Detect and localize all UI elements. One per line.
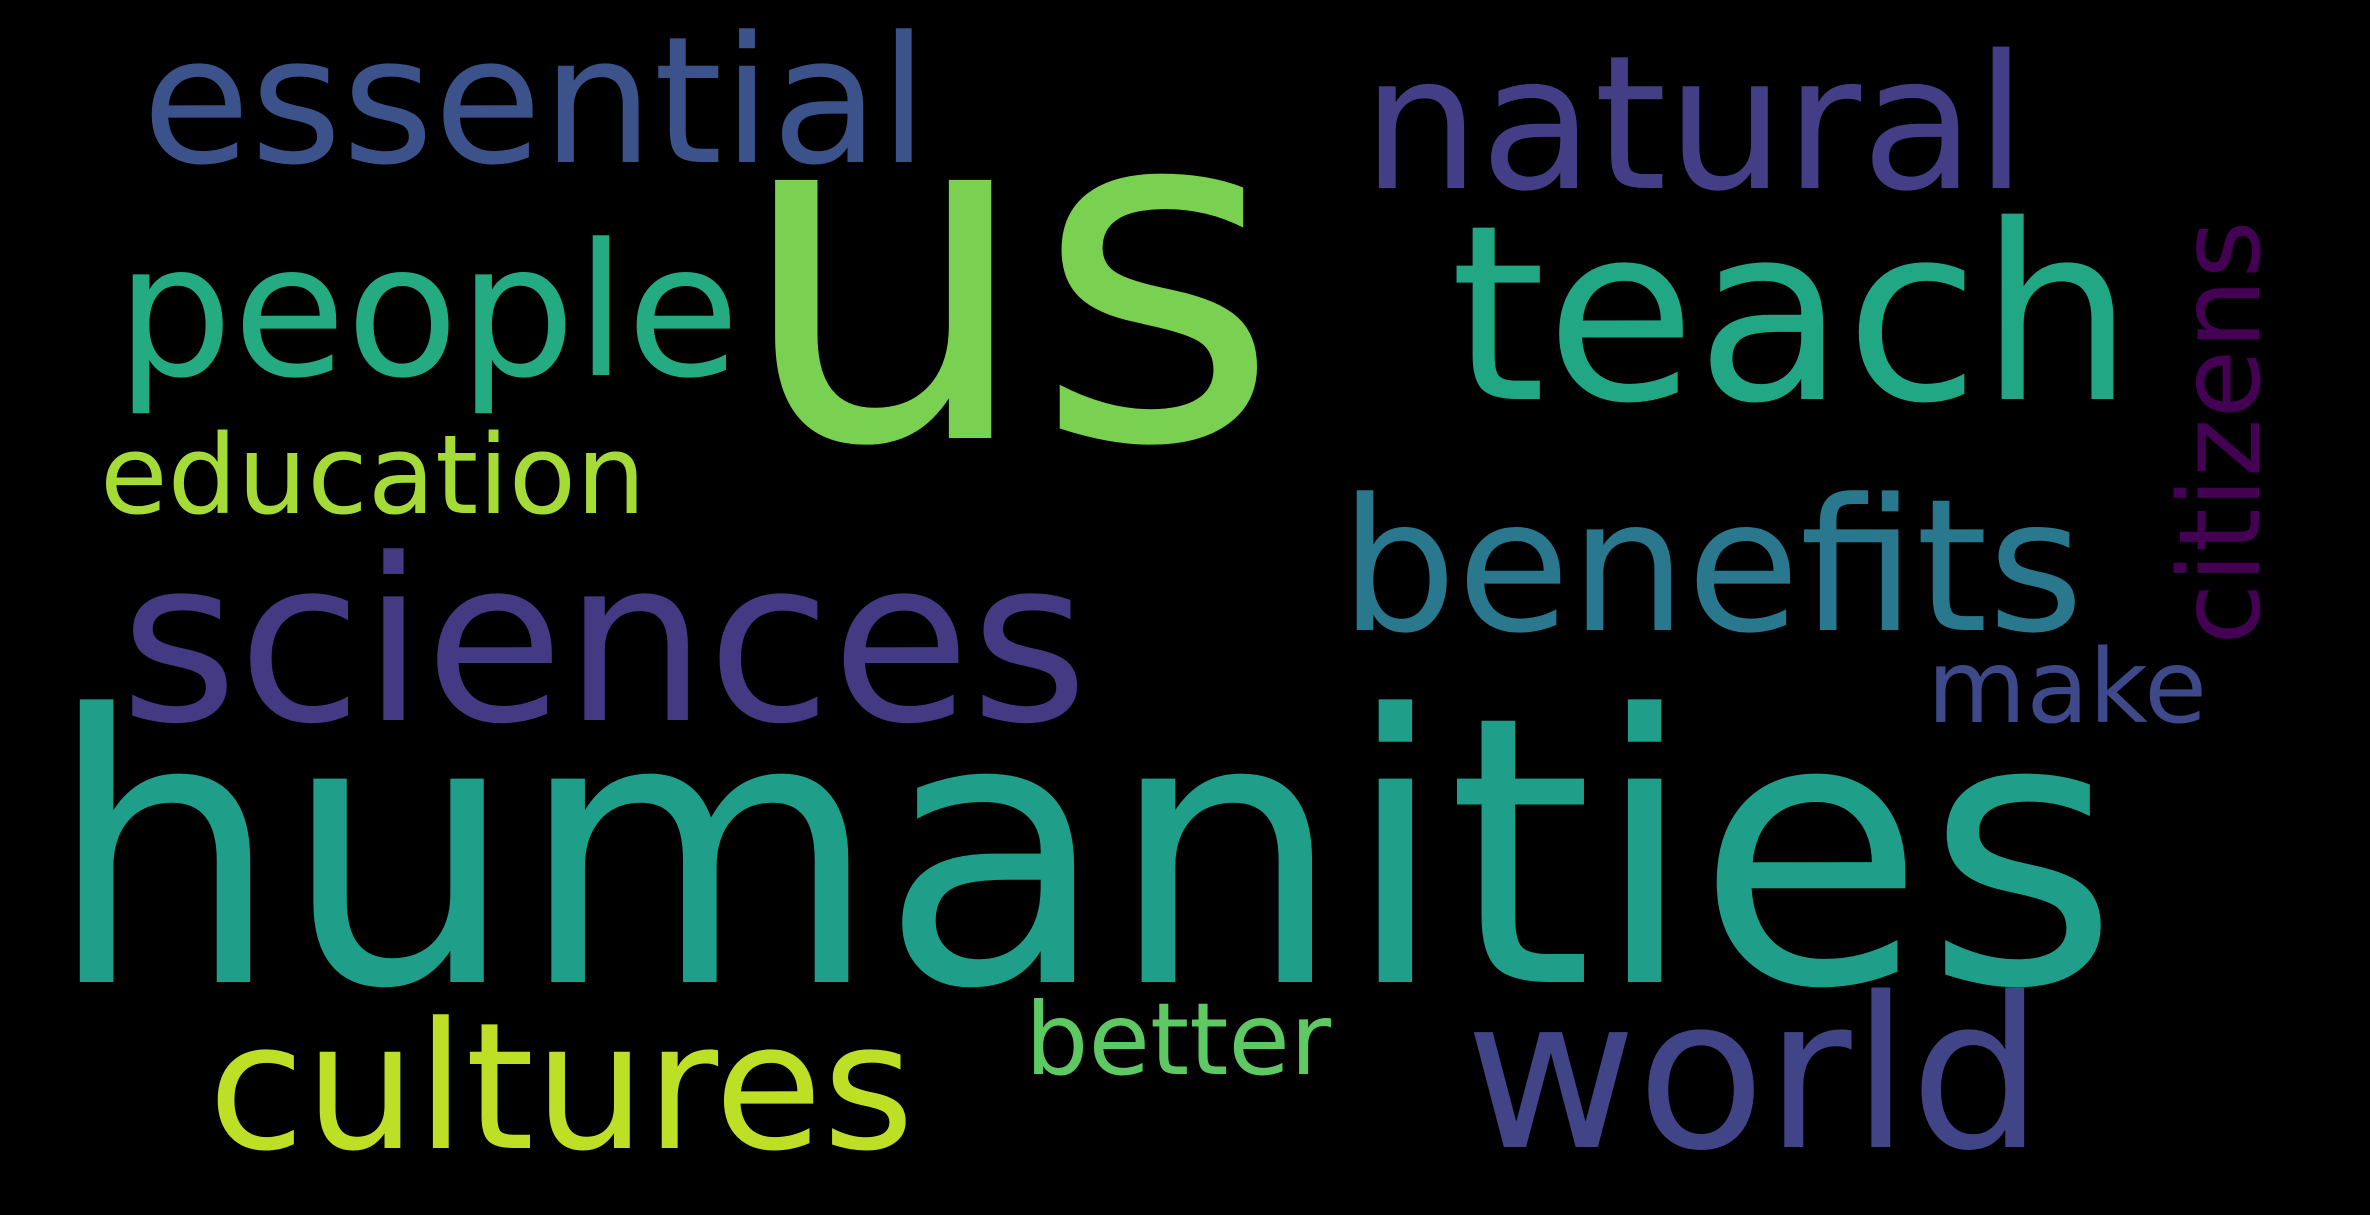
word-citizens: citizens	[2156, 220, 2286, 645]
word-benefits: benefits	[1340, 460, 2084, 674]
word-sciences: sciences	[120, 511, 1089, 774]
word-cultures: cultures	[208, 985, 915, 1190]
word-better: better	[1025, 981, 1332, 1098]
word-humanities: humanities	[46, 637, 2119, 1070]
word-us: us	[735, 1, 1281, 550]
word-teach: teach	[1450, 173, 2135, 457]
word-education: education	[100, 411, 646, 539]
word-essential: essential	[142, 0, 929, 204]
word-world: world	[1465, 952, 2044, 1197]
word-natural: natural	[1362, 15, 2027, 232]
word-make: make	[1927, 628, 2208, 747]
word-people: people	[116, 205, 740, 419]
